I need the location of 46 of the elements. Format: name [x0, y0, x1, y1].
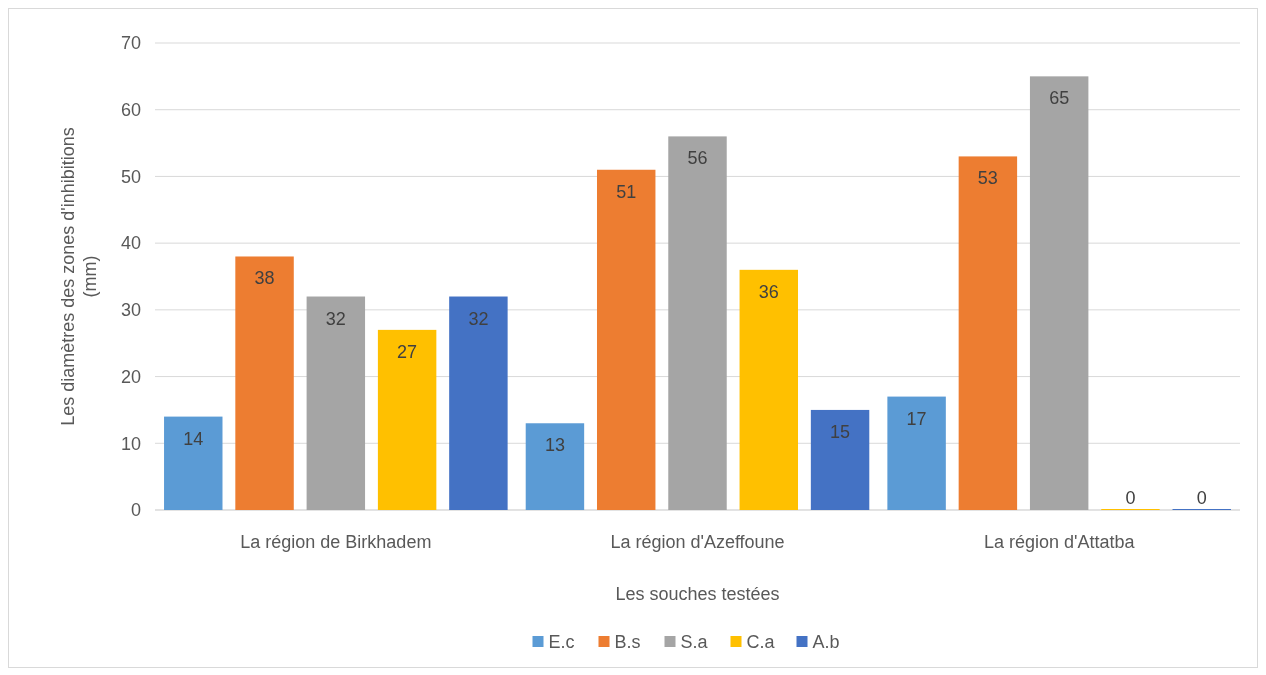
y-tick-label: 70 [120, 33, 141, 54]
bar [164, 416, 223, 510]
y-tick-label: 50 [120, 166, 141, 187]
x-axis-title: Les souches testées [615, 584, 780, 604]
bar [596, 169, 656, 510]
bar [449, 296, 508, 510]
y-tick-label: 10 [120, 433, 141, 454]
bar [887, 396, 946, 510]
bar [1029, 76, 1089, 510]
data-label: 36 [758, 281, 779, 302]
data-label: 38 [254, 268, 275, 289]
data-label: 0 [1196, 488, 1207, 508]
bar [525, 423, 585, 510]
data-label: 32 [325, 308, 346, 329]
y-tick-label: 40 [120, 233, 141, 254]
bar [739, 269, 799, 510]
data-label: 53 [977, 168, 998, 189]
y-tick-label: 0 [130, 500, 141, 521]
data-label: 13 [544, 435, 565, 456]
legend-label: S.a [680, 632, 709, 653]
bar [306, 296, 366, 510]
data-label: 17 [906, 408, 927, 429]
data-label: 65 [1049, 88, 1070, 109]
data-label: 0 [1125, 488, 1136, 508]
bar [377, 329, 437, 510]
legend-label: E.c [548, 632, 575, 653]
data-label: 15 [830, 421, 851, 442]
bar [958, 156, 1018, 510]
y-tick-label: 30 [120, 300, 141, 321]
x-tick-label: La région de Birkhadem [240, 532, 432, 552]
y-tick-label: 60 [120, 100, 141, 121]
data-label: 51 [616, 181, 637, 202]
x-tick-label: La région d'Azeffoune [610, 532, 785, 552]
bar [668, 136, 727, 510]
data-label: 14 [183, 428, 204, 449]
bar [235, 256, 294, 510]
legend-label: B.s [614, 632, 641, 653]
y-tick-label: 20 [120, 366, 141, 387]
data-label: 32 [468, 308, 489, 329]
data-label: 56 [687, 148, 708, 169]
legend-label: C.a [746, 632, 776, 653]
x-tick-label: La région d'Attatba [983, 532, 1136, 552]
bar [810, 409, 870, 510]
legend-label: A.b [812, 632, 840, 653]
y-axis-title: Les diamètres des zones d'inhibitions (mm) [58, 127, 100, 426]
data-label: 27 [397, 341, 418, 362]
